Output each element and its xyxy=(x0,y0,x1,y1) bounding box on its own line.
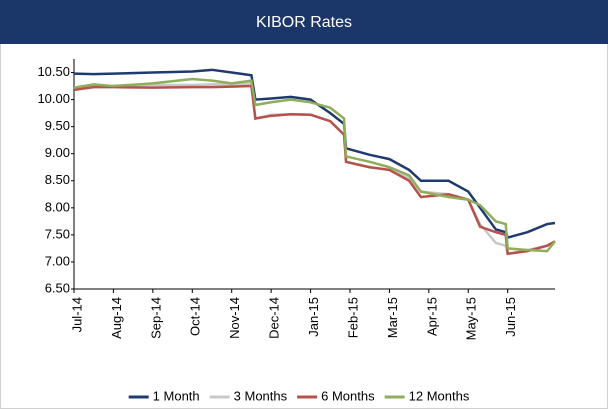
title-bar xyxy=(0,0,608,44)
x-tick-label: Jul-14 xyxy=(69,297,84,332)
y-tick-label: 9.00 xyxy=(45,145,70,160)
legend-label: 1 Month xyxy=(153,388,200,403)
x-tick-label: May-15 xyxy=(464,297,479,340)
x-tick-label: Feb-15 xyxy=(345,297,360,338)
x-tick-label: Nov-14 xyxy=(227,297,242,339)
y-tick-label: 10.50 xyxy=(37,64,70,79)
y-tick-label: 8.00 xyxy=(45,199,70,214)
x-tick-label: Sep-14 xyxy=(148,297,163,339)
y-tick-label: 7.00 xyxy=(45,253,70,268)
y-tick-label: 6.50 xyxy=(45,280,70,295)
y-tick-label: 8.50 xyxy=(45,172,70,187)
x-tick-label: Aug-14 xyxy=(109,297,124,339)
legend-label: 12 Months xyxy=(409,388,470,403)
y-tick-label: 10.00 xyxy=(37,91,70,106)
legend-label: 3 Months xyxy=(234,388,288,403)
y-tick-label: 9.50 xyxy=(45,118,70,133)
x-tick-label: Dec-14 xyxy=(267,297,282,339)
legend-label: 6 Months xyxy=(321,388,375,403)
series-line xyxy=(73,68,556,240)
x-tick-label: Jun-15 xyxy=(503,297,518,337)
chart-title: KIBOR Rates xyxy=(256,14,352,31)
x-tick-label: Mar-15 xyxy=(385,297,400,338)
x-tick-label: Oct-14 xyxy=(188,297,203,336)
series-line xyxy=(73,84,556,256)
y-tick-label: 7.50 xyxy=(45,226,70,241)
series-line xyxy=(73,77,556,253)
x-tick-label: Jan-15 xyxy=(306,297,321,337)
x-tick-label: Apr-15 xyxy=(424,297,439,336)
